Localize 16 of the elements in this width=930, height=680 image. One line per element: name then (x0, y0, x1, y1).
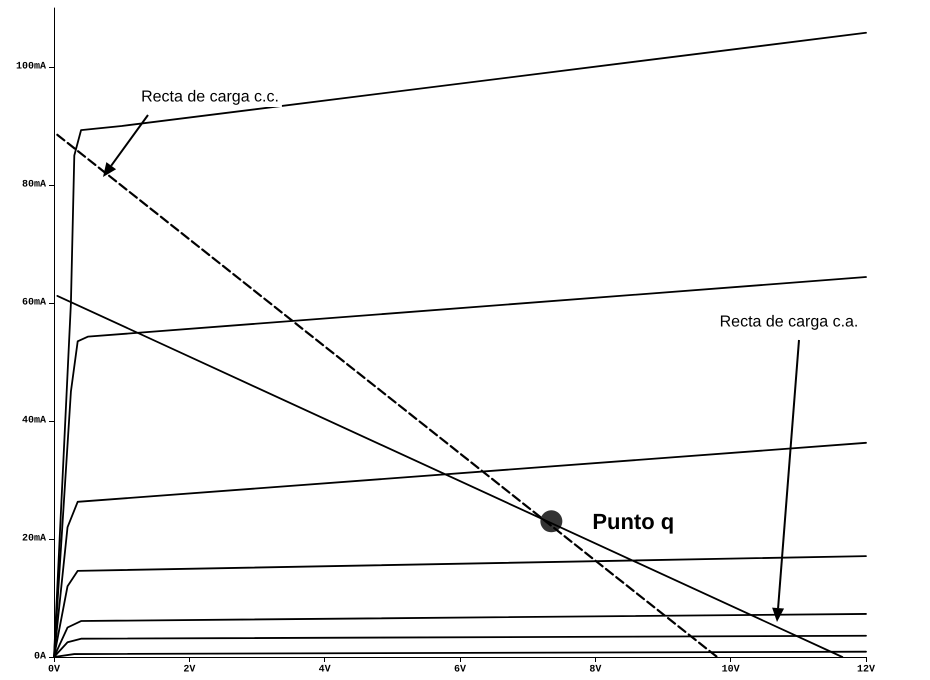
y-tick-label: 60mA (22, 298, 46, 308)
y-tick-label: 100mA (16, 62, 46, 72)
x-tick-label: 4V (318, 664, 331, 676)
x-tick-label: 10V (722, 664, 740, 676)
x-tick-label: 0V (48, 664, 60, 676)
annotation: Punto q (592, 508, 674, 534)
y-tick-label: 40mA (22, 416, 46, 426)
annotation: Recta de carga c.c. (141, 88, 279, 106)
y-tick-label: 20mA (22, 534, 46, 544)
y-tick-label: 80mA (22, 180, 46, 190)
x-tick-label: 6V (454, 664, 466, 676)
x-tick-label: 2V (183, 664, 196, 676)
y-tick-label: 0A (34, 652, 46, 662)
x-tick-label: 12V (856, 664, 876, 676)
x-tick-label: 8V (589, 664, 602, 676)
annotation: Recta de carga c.a. (720, 314, 858, 330)
